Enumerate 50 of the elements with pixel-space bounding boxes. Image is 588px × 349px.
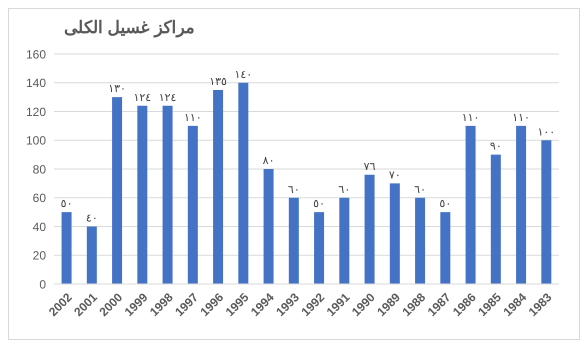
bar (238, 82, 248, 284)
data-label: ١١٠ (512, 110, 530, 124)
data-label: ٥٠ (439, 197, 452, 210)
data-label: ٥٠ (60, 197, 72, 210)
data-label: ١٠٠ (537, 125, 556, 138)
bar (516, 126, 526, 284)
y-tick-label: 160 (26, 47, 46, 62)
bar (364, 174, 375, 284)
data-label: ٤٠ (86, 212, 98, 224)
chart-title: مراكز غسيل الكلى (64, 17, 194, 38)
y-tick-label: 40 (32, 220, 46, 234)
y-tick-label: 120 (26, 104, 46, 119)
bar (112, 97, 122, 284)
bar (137, 106, 148, 284)
data-label: ٥٠ (313, 197, 325, 210)
data-label: ٨٠ (262, 154, 274, 167)
y-tick-label: 100 (26, 134, 46, 148)
bar (339, 198, 350, 284)
data-label: ١٣٠ (108, 82, 126, 96)
y-tick-label: 140 (26, 76, 46, 90)
bar (162, 106, 173, 284)
data-label: ١٣٥ (209, 74, 228, 88)
bar (264, 169, 274, 284)
data-label: ٧٠ (388, 168, 401, 182)
data-label: ١١٠ (184, 110, 202, 124)
data-label: ١٢٤ (133, 90, 152, 104)
bar (314, 212, 324, 284)
bar (466, 126, 476, 284)
data-label: ٦٠ (288, 182, 300, 196)
bar (62, 212, 72, 284)
bar (288, 198, 299, 284)
y-tick-label: 0 (39, 277, 46, 292)
bar (213, 90, 224, 284)
bar (188, 126, 198, 284)
bar (415, 198, 426, 284)
data-label: ١١٠ (462, 110, 480, 124)
bar (390, 183, 400, 284)
data-label: ٦٠ (414, 182, 426, 196)
bar (490, 154, 501, 284)
data-label: ٦٠ (338, 182, 350, 196)
bar (86, 226, 97, 284)
bar (440, 212, 450, 284)
bar (541, 140, 552, 284)
y-tick-label: 20 (32, 248, 46, 263)
data-label: ١٢٤ (158, 90, 177, 104)
y-tick-label: 60 (32, 191, 46, 206)
data-label: ٩٠ (490, 140, 502, 153)
data-label: ٧٦ (364, 160, 376, 173)
data-label: ١٤٠ (234, 68, 252, 81)
y-tick-label: 80 (32, 162, 46, 176)
